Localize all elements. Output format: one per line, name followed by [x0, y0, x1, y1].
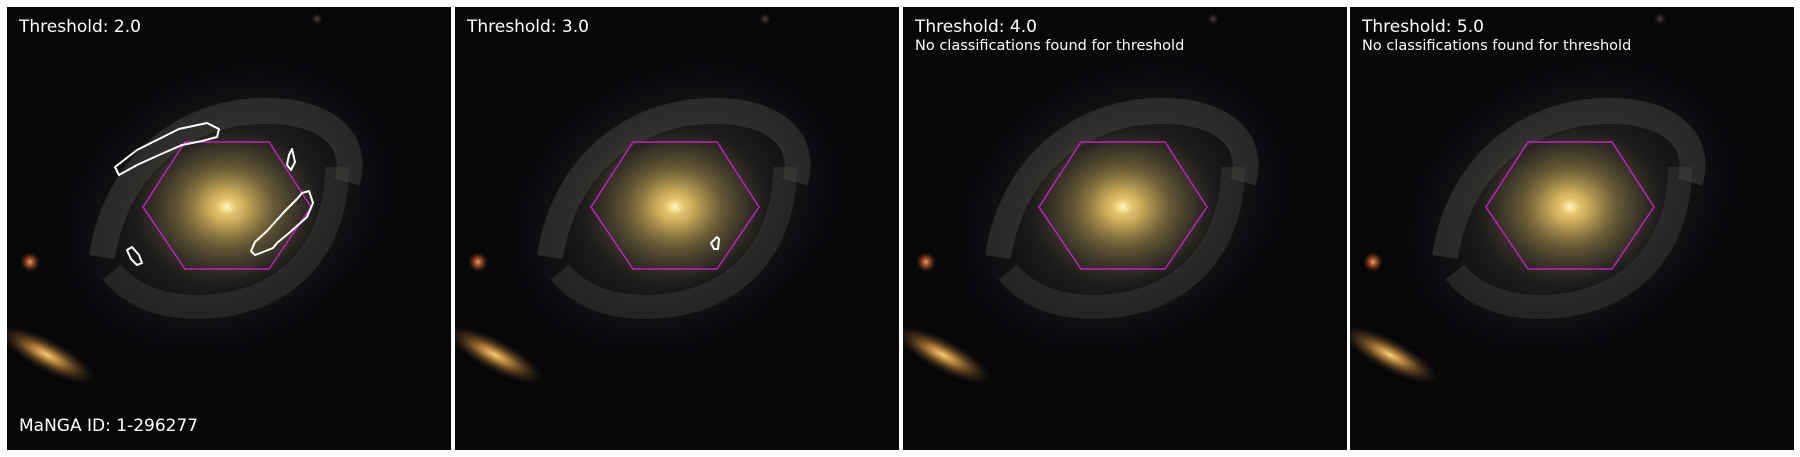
galaxy-core	[1556, 195, 1584, 219]
foreground-star	[1363, 252, 1383, 272]
threshold-title: Threshold: 3.0	[467, 17, 589, 37]
contour-region	[114, 122, 220, 176]
galaxy-core	[1109, 195, 1137, 219]
no-classifications-note: No classifications found for threshold	[1362, 38, 1632, 54]
spiral-arm	[102, 166, 349, 320]
threshold-panel-2: Threshold: 2.0 MaNGA ID: 1-296277	[7, 7, 451, 450]
spiral-arm	[1445, 166, 1692, 320]
threshold-panel-3: Threshold: 3.0	[455, 7, 899, 450]
galaxy-image	[455, 7, 899, 450]
neighbor-galaxy	[7, 325, 97, 385]
threshold-panel-4: Threshold: 4.0 No classifications found …	[903, 7, 1347, 450]
threshold-title: Threshold: 4.0	[915, 17, 1037, 37]
background-source	[759, 13, 771, 25]
spiral-arm	[1432, 97, 1706, 260]
classification-contours	[710, 236, 720, 250]
no-classifications-note: No classifications found for threshold	[915, 38, 1185, 54]
spiral-arm	[998, 166, 1245, 320]
galaxy-image	[7, 7, 451, 450]
threshold-panel-5: Threshold: 5.0 No classifications found …	[1350, 7, 1794, 450]
spiral-arm	[537, 97, 811, 260]
foreground-star	[468, 252, 488, 272]
neighbor-galaxy	[1350, 325, 1440, 385]
spiral-arm	[985, 97, 1259, 260]
contour-region	[250, 190, 314, 256]
background-source	[311, 13, 323, 25]
background-source	[1654, 13, 1666, 25]
contour-region	[126, 246, 143, 266]
galaxy-image	[903, 7, 1347, 450]
ifu-hexagon	[1038, 141, 1208, 270]
galaxy-core	[661, 195, 689, 219]
neighbor-galaxy	[903, 325, 993, 385]
threshold-title: Threshold: 2.0	[19, 17, 141, 37]
contour-region	[286, 148, 296, 171]
ifu-hexagon	[590, 141, 760, 270]
ifu-hexagon	[1485, 141, 1655, 270]
contour-region	[710, 236, 720, 250]
galaxy-image	[1350, 7, 1794, 450]
classification-contours	[114, 122, 314, 266]
background-source	[1207, 13, 1219, 25]
spiral-arm	[550, 166, 797, 320]
foreground-star	[916, 252, 936, 272]
galaxy-core	[213, 195, 241, 219]
spiral-arm	[89, 97, 363, 260]
manga-id-label: MaNGA ID: 1-296277	[19, 416, 199, 436]
threshold-title: Threshold: 5.0	[1362, 17, 1484, 37]
neighbor-galaxy	[455, 325, 545, 385]
foreground-star	[20, 252, 40, 272]
